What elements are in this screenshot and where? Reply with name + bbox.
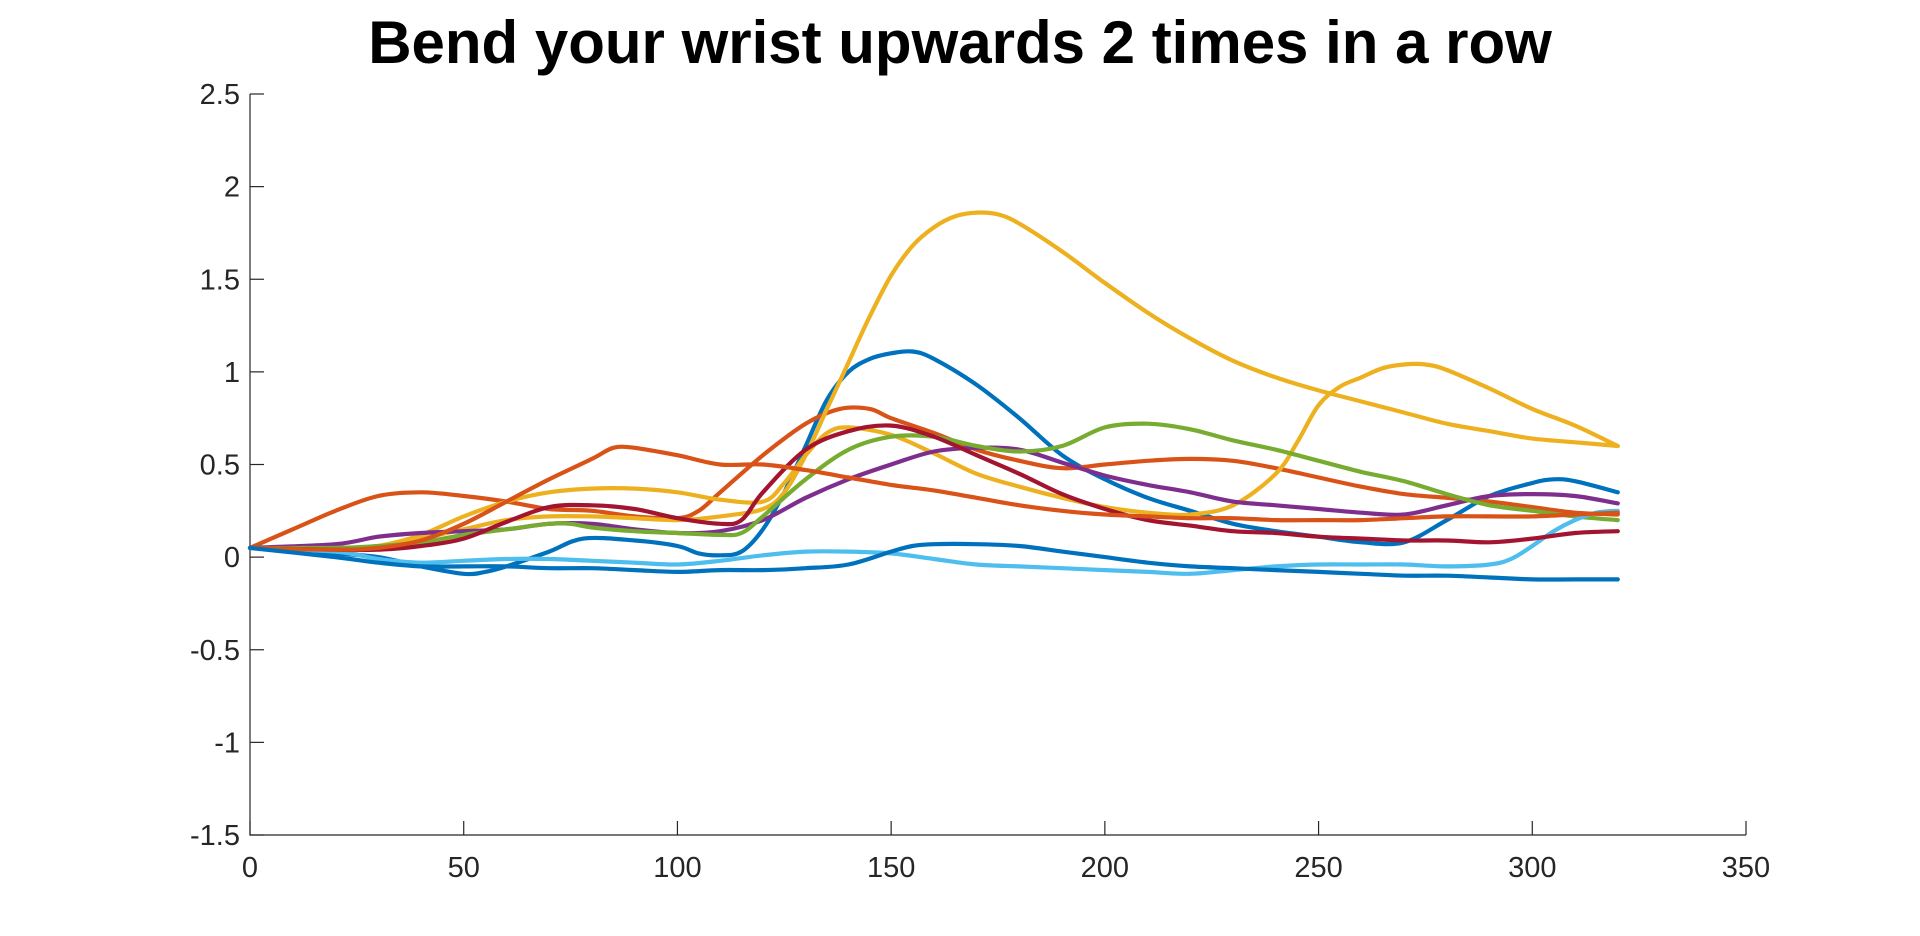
x-tick-label: 150 — [867, 852, 915, 884]
series-line-6 — [247, 421, 1620, 551]
series-line-8 — [247, 423, 1620, 553]
y-tick-label: -0.5 — [190, 635, 240, 667]
x-tick-label: 350 — [1722, 852, 1770, 884]
x-tick-label: 250 — [1294, 852, 1342, 884]
y-tick-label: -1 — [214, 727, 240, 759]
x-tick-label: 50 — [448, 852, 480, 884]
y-tick-label: 0.5 — [200, 450, 240, 482]
chart-title: Bend your wrist upwards 2 times in a row — [368, 9, 1552, 76]
series-line-2 — [247, 405, 1620, 550]
y-tick-label: 1 — [224, 357, 240, 389]
y-tick-label: 1.5 — [200, 264, 240, 296]
series-line-7 — [247, 508, 1620, 576]
y-tick-label: 2.5 — [200, 79, 240, 111]
series-line-3 — [247, 210, 1620, 551]
series-line-5 — [247, 445, 1620, 550]
series-line-9 — [247, 444, 1620, 552]
y-tick-label: 2 — [224, 172, 240, 204]
x-tick-label: 100 — [653, 852, 701, 884]
axes: 0 50 100 150 200 250 300 350 -1.5 -1 -0.5 0 0.5 1 1.5 2… — [190, 79, 1770, 884]
x-tick-label: 300 — [1508, 852, 1556, 884]
y-tick-label: 0 — [224, 542, 240, 574]
series-line-10 — [247, 541, 1620, 582]
series-line-4 — [247, 361, 1620, 551]
plot-lines — [247, 210, 1620, 582]
x-tick-label: 0 — [242, 852, 258, 884]
x-tick-label: 200 — [1081, 852, 1129, 884]
series-line-1 — [247, 349, 1620, 577]
y-tick-label: -1.5 — [190, 820, 240, 852]
